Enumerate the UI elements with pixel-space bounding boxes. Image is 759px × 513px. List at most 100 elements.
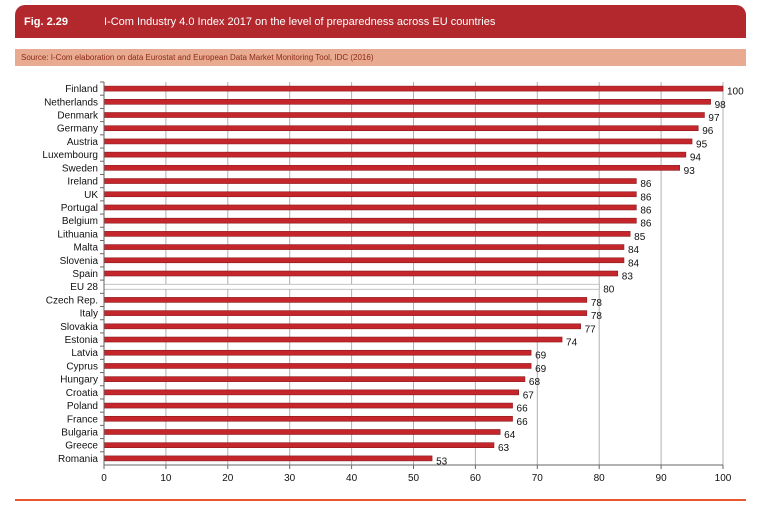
value-label: 86 [640,179,652,190]
bar [103,389,520,396]
x-tick-label: 10 [160,473,172,484]
bar [103,297,588,303]
category-label: Cyprus [66,361,98,372]
bar [103,336,563,343]
category-label: Italy [80,309,98,320]
bar [103,363,532,369]
value-label: 68 [529,377,541,388]
bar [103,138,693,145]
x-tick-label: 90 [656,473,668,484]
x-tick-label: 70 [532,473,544,484]
value-label: 83 [622,272,634,283]
axis-layer: 0 10 20 30 40 50 60 70 80 90 100 [100,81,732,484]
x-tick-label: 40 [346,473,358,484]
bottom-rule [15,499,746,501]
bar [103,402,513,409]
x-tick-label: 100 [715,473,732,484]
category-label: Spain [72,269,98,280]
value-label: 80 [603,285,615,296]
bar [103,191,637,198]
category-label: Croatia [66,388,99,399]
value-label: 69 [535,351,547,362]
category-label: Luxembourg [42,150,98,161]
value-label: 86 [640,205,652,216]
figure-header: Fig. 2.29 I-Com Industry 4.0 Index 2017 … [15,5,746,38]
value-label: 84 [628,245,640,256]
bar [103,244,625,250]
bar [103,217,637,224]
bar [103,165,680,171]
value-label: 86 [640,219,652,230]
figure-source: Source: I-Com elaboration on data Eurost… [15,49,746,66]
bar [103,112,705,118]
bar [103,442,495,448]
value-label: 64 [504,430,516,441]
bar [103,455,433,462]
category-label: Hungary [60,375,98,386]
value-label: 66 [517,417,529,428]
value-label: 78 [591,298,603,309]
value-label: 98 [715,100,727,111]
bar [103,125,699,132]
category-label: Slovakia [60,322,98,333]
value-label: 95 [696,139,708,150]
value-label: 93 [684,166,696,177]
value-label: 97 [708,113,720,124]
figure-number: Fig. 2.29 [24,15,69,28]
category-label: Lithuania [57,229,98,240]
x-tick-label: 0 [101,473,107,484]
x-tick-label: 60 [470,473,482,484]
value-label: 53 [436,456,448,467]
value-label: 78 [591,311,603,322]
value-label: 85 [634,232,646,243]
figure-title: I-Com Industry 4.0 Index 2017 on the lev… [104,15,496,28]
category-label: Denmark [57,111,99,122]
x-tick-label: 20 [222,473,234,484]
bar [103,310,588,316]
category-label: Bulgaria [61,427,98,438]
category-label: Greece [65,441,98,452]
category-label: Poland [67,401,98,412]
category-label: EU 28 [70,282,98,293]
category-label: Estonia [65,335,99,346]
value-label: 66 [517,404,529,415]
value-label: 63 [498,443,510,454]
bar [103,99,711,105]
category-label: UK [84,190,98,201]
value-label: 69 [535,364,547,375]
bar-layer [103,85,724,462]
category-label: Germany [57,124,98,135]
value-label: 100 [727,87,744,98]
bar [103,151,687,158]
bar [103,178,637,184]
bar [103,376,526,382]
bar [103,85,724,92]
bar [103,415,513,422]
category-label: Slovenia [60,256,99,267]
bar [103,257,625,264]
category-label: Netherlands [44,97,98,108]
bar [103,204,637,211]
x-tick-label: 80 [594,473,606,484]
bar [103,323,581,330]
category-label: Portugal [61,203,98,214]
value-label: 67 [523,390,535,401]
category-label: Sweden [62,163,98,174]
value-label: 96 [702,126,714,137]
bar [103,429,501,435]
category-label: Belgium [62,216,98,227]
bar [103,349,532,356]
category-label: France [67,414,99,425]
category-label: Latvia [71,348,98,359]
category-label: Czech Rep. [46,295,98,306]
bar [103,270,619,277]
category-label: Ireland [67,177,98,188]
category-label: Romania [58,454,98,465]
value-label: 86 [640,192,652,203]
label-layer: Finland 100 Netherlands 98 Denmark 97 Germany 9… [42,84,744,467]
category-label: Finland [65,84,98,95]
bar [103,283,600,290]
category-label: Malta [74,243,99,254]
bar [103,231,631,237]
